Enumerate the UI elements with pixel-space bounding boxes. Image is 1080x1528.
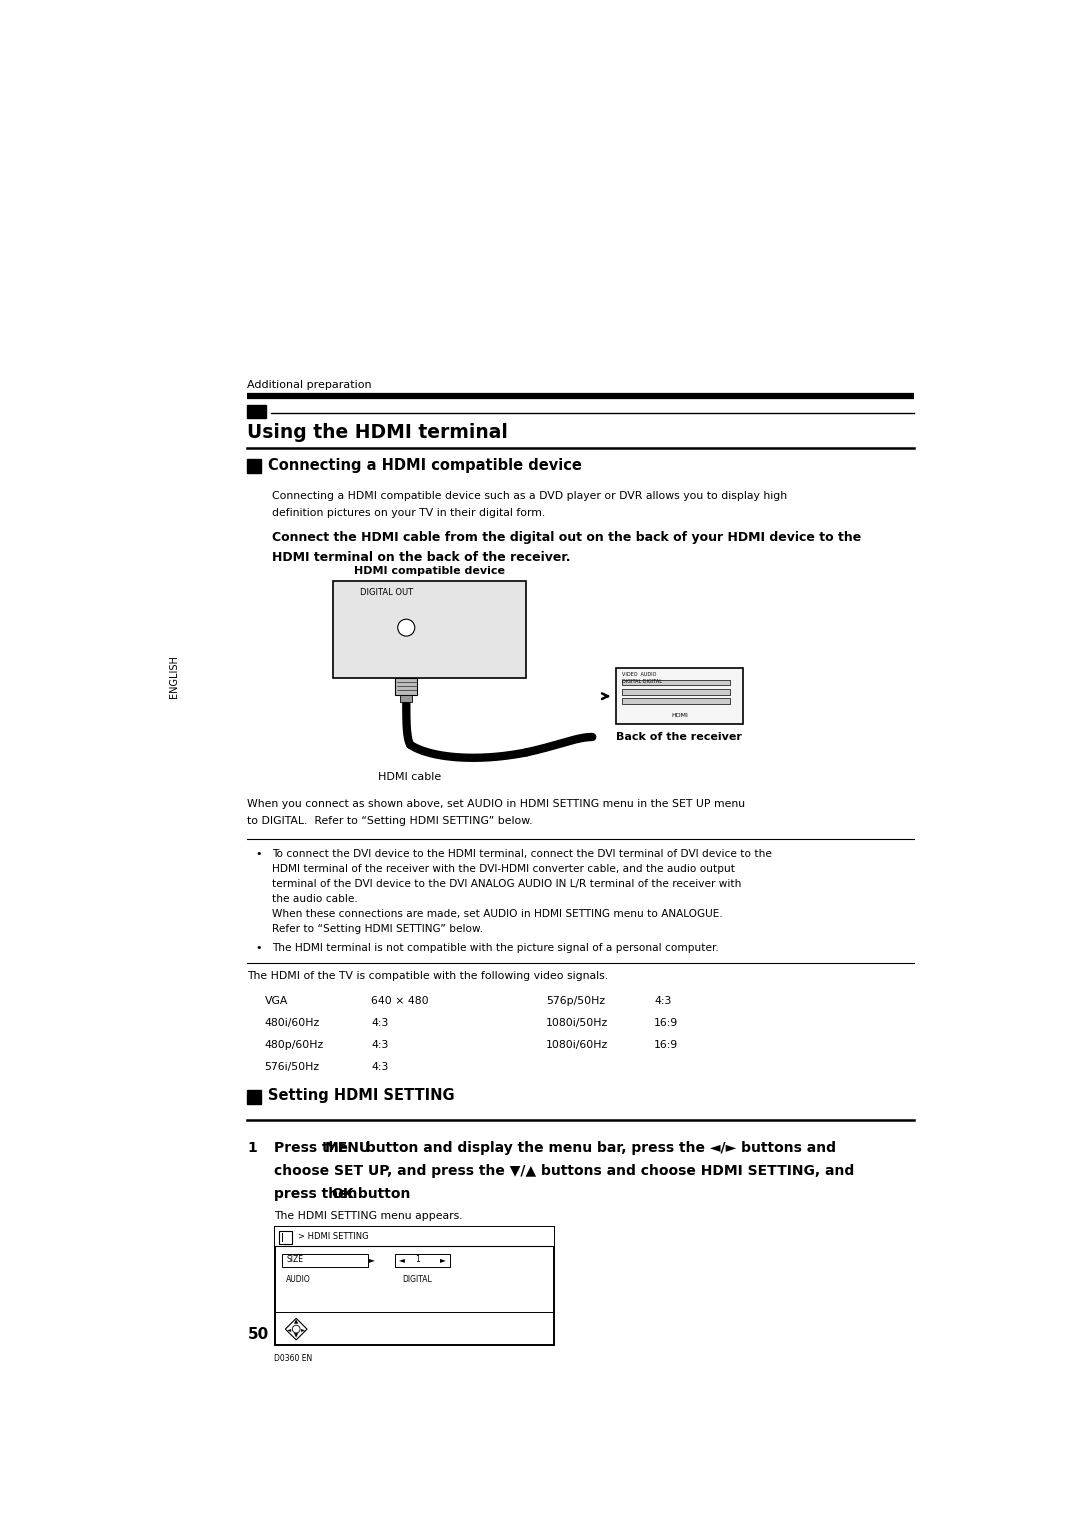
Text: The HDMI SETTING menu appears.: The HDMI SETTING menu appears. — [274, 1210, 463, 1221]
Text: 50: 50 — [247, 1328, 269, 1342]
Text: •: • — [255, 850, 261, 859]
Text: 4:3: 4:3 — [372, 1062, 389, 1071]
Text: The HDMI terminal is not compatible with the picture signal of a personal comput: The HDMI terminal is not compatible with… — [272, 943, 719, 953]
Text: ENGLISH: ENGLISH — [168, 654, 179, 698]
Text: VIDEO  AUDIO: VIDEO AUDIO — [622, 672, 656, 677]
Text: ►: ► — [440, 1256, 445, 1264]
Text: > HDMI SETTING: > HDMI SETTING — [298, 1232, 368, 1241]
Text: ◄: ◄ — [287, 1326, 292, 1331]
Text: 4:3: 4:3 — [372, 1039, 389, 1050]
Text: Connect the HDMI cable from the digital out on the back of your HDMI device to t: Connect the HDMI cable from the digital … — [272, 532, 862, 544]
Text: 4:3: 4:3 — [372, 1018, 389, 1028]
Bar — [247, 460, 261, 472]
Text: ►: ► — [369, 1256, 375, 1264]
Text: button: button — [353, 1187, 410, 1201]
Text: 640 × 480: 640 × 480 — [372, 996, 429, 1005]
Text: button and display the menu bar, press the ◄/► buttons and: button and display the menu bar, press t… — [362, 1141, 836, 1155]
Text: 576i/50Hz: 576i/50Hz — [265, 1062, 320, 1071]
Text: Back of the receiver: Back of the receiver — [617, 732, 742, 741]
Text: terminal of the DVI device to the DVI ANALOG AUDIO IN L/R terminal of the receiv: terminal of the DVI device to the DVI AN… — [272, 880, 742, 889]
Text: D0360 EN: D0360 EN — [274, 1354, 313, 1363]
Bar — [395, 678, 417, 695]
Text: ▼: ▼ — [294, 1334, 298, 1339]
FancyBboxPatch shape — [616, 668, 743, 724]
Text: Press the: Press the — [274, 1141, 353, 1155]
Text: VGA: VGA — [265, 996, 287, 1005]
Text: AUDIO: AUDIO — [286, 1274, 311, 1284]
Text: 16:9: 16:9 — [654, 1039, 678, 1050]
Text: Additional preparation: Additional preparation — [247, 380, 372, 390]
Text: ▲: ▲ — [294, 1320, 298, 1325]
FancyBboxPatch shape — [274, 1227, 554, 1345]
Text: Setting HDMI SETTING: Setting HDMI SETTING — [268, 1088, 455, 1103]
Text: SIZE: SIZE — [286, 1256, 303, 1264]
Text: DIGITAL OUT: DIGITAL OUT — [360, 588, 413, 597]
Bar — [279, 1230, 293, 1244]
Text: HDMI terminal of the receiver with the DVI-HDMI converter cable, and the audio o: HDMI terminal of the receiver with the D… — [272, 865, 735, 874]
Text: choose SET UP, and press the ▼/▲ buttons and choose HDMI SETTING, and: choose SET UP, and press the ▼/▲ buttons… — [274, 1164, 854, 1178]
Text: HDMI: HDMI — [671, 712, 688, 718]
Text: When these connections are made, set AUDIO in HDMI SETTING menu to ANALOGUE.: When these connections are made, set AUD… — [272, 909, 723, 920]
Text: When you connect as shown above, set AUDIO in HDMI SETTING menu in the SET UP me: When you connect as shown above, set AUD… — [247, 799, 745, 810]
Text: 1: 1 — [416, 1256, 420, 1264]
Bar — [247, 405, 266, 419]
Text: HDMI compatible device: HDMI compatible device — [354, 565, 505, 576]
Circle shape — [397, 619, 415, 636]
Text: HDMI cable: HDMI cable — [378, 773, 442, 782]
Text: Connecting a HDMI compatible device such as a DVD player or DVR allows you to di: Connecting a HDMI compatible device such… — [272, 492, 787, 501]
Text: DIGITAL: DIGITAL — [403, 1274, 432, 1284]
Bar — [622, 689, 730, 695]
Text: ◄: ◄ — [400, 1256, 405, 1264]
Bar — [622, 680, 730, 686]
Bar — [394, 1253, 450, 1267]
Text: press then: press then — [274, 1187, 363, 1201]
Text: 4:3: 4:3 — [654, 996, 672, 1005]
Text: 480i/60Hz: 480i/60Hz — [265, 1018, 320, 1028]
Text: •: • — [255, 943, 261, 953]
Text: MENU: MENU — [325, 1141, 372, 1155]
Text: OK: OK — [332, 1187, 354, 1201]
Text: To connect the DVI device to the HDMI terminal, connect the DVI terminal of DVI : To connect the DVI device to the HDMI te… — [272, 850, 772, 859]
Bar — [282, 1253, 367, 1267]
Text: 1: 1 — [247, 1141, 257, 1155]
Text: 1080i/60Hz: 1080i/60Hz — [545, 1039, 608, 1050]
Text: Refer to “Setting HDMI SETTING” below.: Refer to “Setting HDMI SETTING” below. — [272, 924, 483, 935]
Bar — [401, 695, 413, 703]
Text: Using the HDMI terminal: Using the HDMI terminal — [247, 423, 509, 442]
FancyBboxPatch shape — [333, 582, 526, 678]
Text: 480p/60Hz: 480p/60Hz — [265, 1039, 324, 1050]
Text: HDMI terminal on the back of the receiver.: HDMI terminal on the back of the receive… — [272, 552, 570, 564]
Text: 576p/50Hz: 576p/50Hz — [545, 996, 605, 1005]
Text: The HDMI of the TV is compatible with the following video signals.: The HDMI of the TV is compatible with th… — [247, 972, 608, 981]
Circle shape — [293, 1325, 300, 1332]
Text: the audio cable.: the audio cable. — [272, 894, 357, 905]
Text: DIGITAL DIGITAL: DIGITAL DIGITAL — [622, 680, 662, 685]
Bar — [247, 1089, 261, 1103]
Text: to DIGITAL.  Refer to “Setting HDMI SETTING” below.: to DIGITAL. Refer to “Setting HDMI SETTI… — [247, 816, 532, 827]
Text: Connecting a HDMI compatible device: Connecting a HDMI compatible device — [268, 458, 582, 472]
Text: 1080i/50Hz: 1080i/50Hz — [545, 1018, 608, 1028]
Bar — [274, 1227, 554, 1245]
Text: 16:9: 16:9 — [654, 1018, 678, 1028]
Text: definition pictures on your TV in their digital form.: definition pictures on your TV in their … — [272, 509, 545, 518]
Bar — [622, 698, 730, 704]
Text: ►: ► — [301, 1326, 306, 1331]
